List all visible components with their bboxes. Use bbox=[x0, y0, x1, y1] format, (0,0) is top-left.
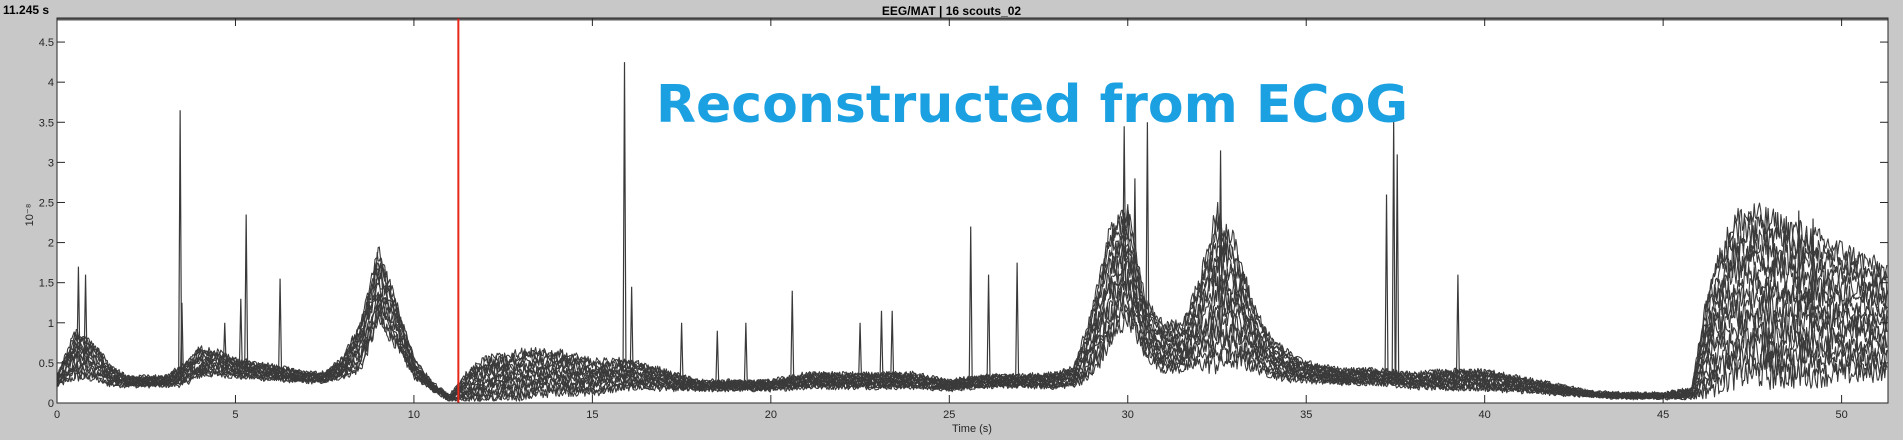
x-tick-label: 40 bbox=[1479, 409, 1491, 421]
trace-spike bbox=[178, 110, 183, 380]
trace-spike bbox=[1810, 218, 1816, 332]
x-tick-label: 25 bbox=[943, 409, 955, 421]
y-tick-label: 0 bbox=[48, 398, 54, 410]
x-tick-label: 10 bbox=[408, 409, 420, 421]
trace-spike bbox=[1391, 118, 1396, 381]
trace-spike bbox=[857, 322, 863, 383]
trace-spike bbox=[715, 330, 720, 387]
x-tick-label: 30 bbox=[1122, 409, 1134, 421]
trace-spike bbox=[238, 298, 243, 372]
x-tick-label: 5 bbox=[232, 409, 238, 421]
y-axis-exponent-label: 10⁻⁸ bbox=[24, 204, 36, 227]
trace-spike bbox=[879, 310, 884, 383]
trace-spike bbox=[890, 310, 895, 383]
y-tick-label: 1 bbox=[48, 318, 54, 330]
x-axis: 0 5 10 15 20 25 30 35 40 45 50 bbox=[54, 18, 1848, 421]
trace-spike bbox=[83, 274, 88, 366]
y-tick-label: 2 bbox=[48, 238, 54, 250]
trace-spike bbox=[968, 226, 973, 385]
trace-spike bbox=[76, 266, 81, 364]
trace-spike bbox=[1455, 274, 1461, 383]
trace-spike bbox=[679, 322, 684, 385]
trace-spike bbox=[1145, 122, 1150, 341]
y-tick-label: 3.5 bbox=[39, 117, 54, 129]
trace-spike bbox=[629, 286, 634, 380]
x-tick-label: 0 bbox=[54, 409, 60, 421]
y-tick-label: 2.5 bbox=[39, 197, 54, 209]
y-tick-label: 3 bbox=[48, 157, 54, 169]
trace-spike bbox=[1122, 126, 1127, 288]
trace-spike bbox=[1015, 262, 1020, 383]
trace-spike bbox=[790, 290, 795, 385]
trace-spike bbox=[1796, 210, 1801, 331]
trace-spike bbox=[986, 274, 991, 383]
y-axis: 0 0.5 1 1.5 2 2.5 3 3.5 4 4.5 bbox=[39, 37, 1888, 410]
y-tick-label: 4 bbox=[48, 77, 54, 89]
trace-spike bbox=[277, 278, 283, 376]
x-tick-label: 35 bbox=[1300, 409, 1312, 421]
figure-title: EEG/MAT | 16 scouts_02 bbox=[881, 4, 1022, 18]
plot-frame bbox=[56, 17, 1889, 404]
trace-spike bbox=[179, 302, 185, 379]
x-tick-label: 45 bbox=[1657, 409, 1669, 421]
y-tick-label: 1.5 bbox=[39, 278, 54, 290]
x-axis-label: Time (s) bbox=[952, 423, 992, 435]
x-tick-label: 20 bbox=[765, 409, 777, 421]
trace-spike bbox=[1395, 154, 1400, 382]
time-readout: 11.245 s bbox=[3, 3, 50, 17]
trace-spike bbox=[1384, 194, 1389, 380]
spikes-group bbox=[76, 62, 1816, 387]
trace-spike bbox=[622, 62, 627, 380]
trace-spike bbox=[244, 214, 249, 373]
trace-spike bbox=[1218, 150, 1223, 317]
y-tick-label: 0.5 bbox=[39, 358, 54, 370]
trace-spike bbox=[743, 322, 748, 387]
x-tick-label: 15 bbox=[586, 409, 598, 421]
overlay-annotation: Reconstructed from ECoG bbox=[656, 75, 1408, 135]
y-tick-label: 4.5 bbox=[39, 37, 54, 49]
trace-spike bbox=[1132, 178, 1137, 306]
trace-spike bbox=[222, 322, 227, 369]
x-tick-label: 50 bbox=[1835, 409, 1847, 421]
